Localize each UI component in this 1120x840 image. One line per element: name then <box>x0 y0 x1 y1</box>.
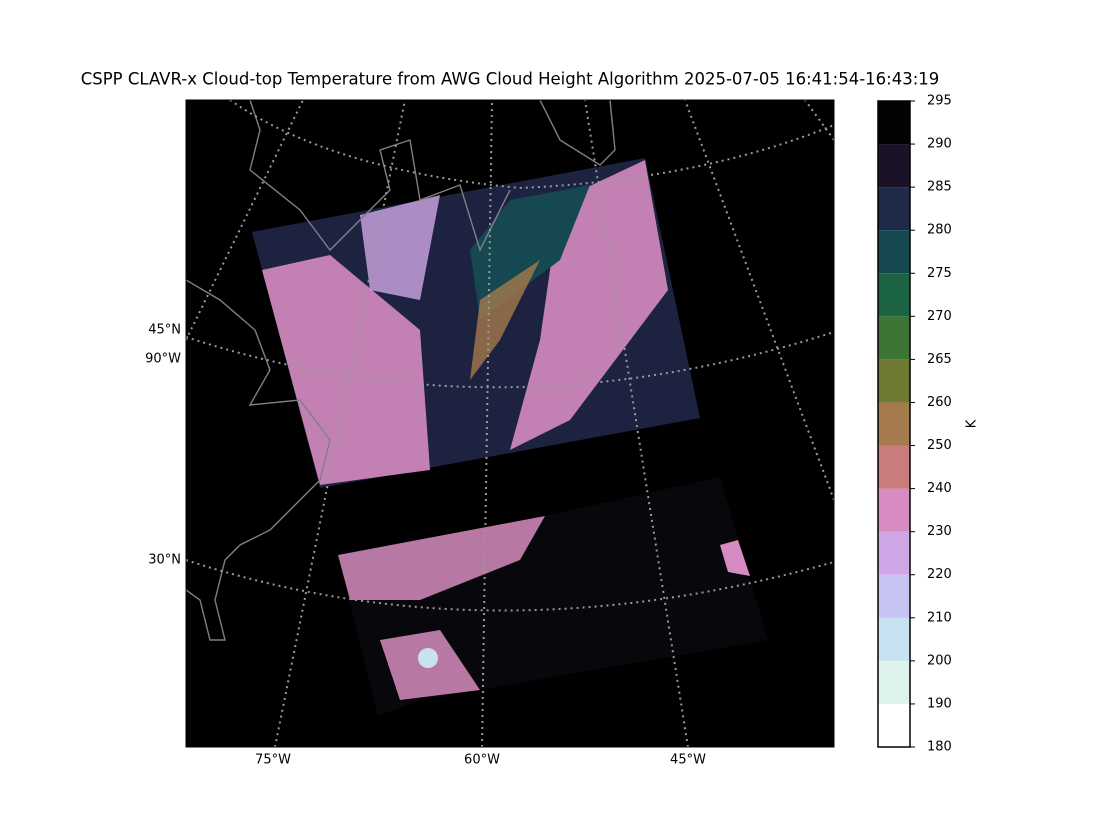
colorbar-tick-label: 220 <box>927 567 952 582</box>
colorbar-label: K <box>965 419 980 428</box>
colorbar-bin <box>878 101 910 145</box>
graticule <box>229 100 834 190</box>
colorbar-bin <box>878 359 910 403</box>
colorbar-bin <box>878 703 910 747</box>
lat-label: 45°N <box>148 323 181 338</box>
cloud-patch <box>720 540 750 576</box>
cloud-patch <box>360 195 440 300</box>
colorbar-bin <box>878 617 910 661</box>
lon-label: 45°W <box>670 753 706 768</box>
cloud-patch <box>470 185 590 320</box>
colorbar-tick-label: 270 <box>927 309 952 324</box>
colorbar-tick-label: 240 <box>927 481 952 496</box>
colorbar-tick-label: 290 <box>927 137 952 152</box>
cloud-patch <box>510 160 668 450</box>
colorbar-bin <box>878 574 910 618</box>
graticule <box>274 100 406 747</box>
graticule <box>804 100 834 141</box>
colorbar-bin <box>878 402 910 446</box>
colorbar-bin <box>878 144 910 188</box>
colorbar-tick-label: 190 <box>927 696 952 711</box>
colorbar-tick-label: 280 <box>927 223 952 238</box>
colorbar-bin <box>878 488 910 532</box>
colorbar-tick-label: 250 <box>927 438 952 453</box>
map: 75°W 60°W 45°W 45°N 90°W 30°N <box>145 99 835 768</box>
colorbar-tick-label: 210 <box>927 610 952 625</box>
graticule <box>186 559 834 612</box>
colorbar-bin <box>878 531 910 575</box>
colorbar-bin <box>878 230 910 274</box>
lat-label: 90°W <box>145 352 181 367</box>
coastline <box>539 100 616 166</box>
cloud-patch <box>262 255 430 485</box>
title: CSPP CLAVR-x Cloud-top Temperature from … <box>81 70 940 89</box>
colorbar-bin <box>878 273 910 317</box>
coastline <box>249 100 511 252</box>
colorbar-tick-label: 260 <box>927 395 952 410</box>
graticule <box>186 100 304 341</box>
colorbar: K 180 190 200 210 220 230 240 250 260 265 270 275 28… <box>877 94 980 755</box>
colorbar-frame <box>877 100 911 748</box>
graticule <box>684 100 834 501</box>
colorbar-tick-label: 295 <box>927 94 952 109</box>
graticule <box>186 331 834 389</box>
graticule <box>584 100 689 747</box>
cloud-patch <box>418 648 438 668</box>
map-frame <box>185 99 835 748</box>
lon-label: 75°W <box>255 753 291 768</box>
colorbar-tick-label: 230 <box>927 524 952 539</box>
colorbar-tick-label: 285 <box>927 180 952 195</box>
colorbar-tick-label: 275 <box>927 266 952 281</box>
colorbar-tick-label: 200 <box>927 653 952 668</box>
colorbar-tick-label: 180 <box>927 740 952 755</box>
lon-label: 60°W <box>464 753 500 768</box>
colorbar-bin <box>878 187 910 231</box>
cloud-patch <box>338 516 545 600</box>
colorbar-bin <box>878 316 910 360</box>
lat-label: 30°N <box>148 553 181 568</box>
coastline <box>186 279 331 641</box>
colorbar-tick-label: 265 <box>927 352 952 367</box>
colorbar-bin <box>878 445 910 489</box>
colorbar-bin <box>878 660 910 704</box>
